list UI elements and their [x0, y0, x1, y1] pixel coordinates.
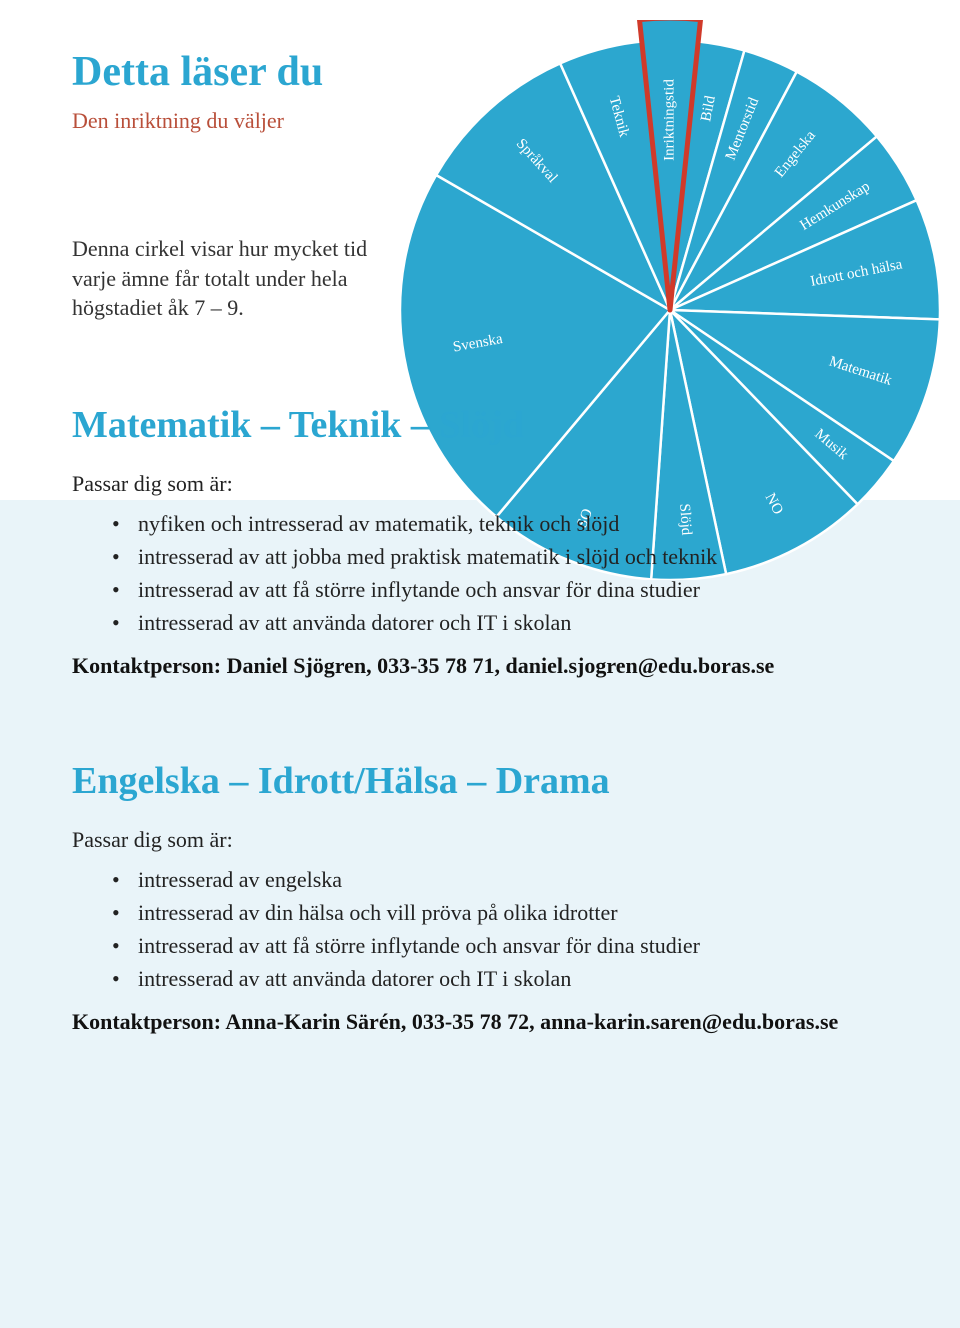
bullet-item: intresserad av att få större inflytande … [112, 929, 888, 962]
bullet-item: intresserad av din hälsa och vill pröva … [112, 896, 888, 929]
page-header-block: Detta läser du Den inriktning du väljer … [0, 0, 960, 323]
bullet-item: intresserad av att jobba med praktisk ma… [112, 540, 888, 573]
bullet-item: intresserad av att få större inflytande … [112, 573, 888, 606]
bullet-list: nyfiken och intresserad av matematik, te… [72, 507, 888, 639]
section-lead: Passar dig som är: [72, 471, 888, 497]
section-lead: Passar dig som är: [72, 827, 888, 853]
bullet-item: intresserad av att använda datorer och I… [112, 962, 888, 995]
page-subtitle: Den inriktning du väljer [72, 108, 888, 134]
bullet-item: nyfiken och intresserad av matematik, te… [112, 507, 888, 540]
bullet-item: intresserad av engelska [112, 863, 888, 896]
contact-line: Kontaktperson: Anna-Karin Särén, 033-35 … [72, 1009, 888, 1035]
section-heading: Matematik – Teknik – Slöjd [72, 403, 888, 447]
bullet-list: intresserad av engelskaintresserad av di… [72, 863, 888, 995]
section-matematik: Matematik – Teknik – Slöjd Passar dig so… [0, 403, 960, 679]
page-title: Detta läser du [72, 48, 888, 96]
section-engelska: Engelska – Idrott/Hälsa – Drama Passar d… [0, 759, 960, 1035]
bullet-item: intresserad av att använda datorer och I… [112, 606, 888, 639]
chart-description: Denna cirkel visar hur mycket tid varje … [72, 234, 392, 323]
section-heading: Engelska – Idrott/Hälsa – Drama [72, 759, 888, 803]
contact-line: Kontaktperson: Daniel Sjögren, 033-35 78… [72, 653, 888, 679]
